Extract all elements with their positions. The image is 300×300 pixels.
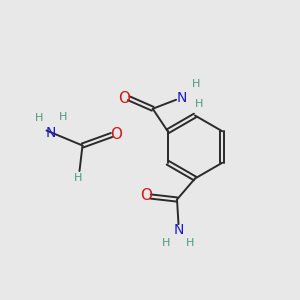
Text: O: O (110, 127, 122, 142)
Text: H: H (195, 99, 204, 109)
Text: O: O (118, 91, 130, 106)
Text: H: H (35, 113, 43, 124)
Text: H: H (59, 112, 67, 122)
Text: H: H (186, 238, 195, 248)
Text: N: N (46, 126, 56, 140)
Text: N: N (176, 91, 187, 105)
Text: O: O (140, 188, 152, 203)
Text: H: H (192, 79, 201, 89)
Text: H: H (74, 172, 82, 183)
Text: H: H (162, 238, 170, 248)
Text: N: N (173, 223, 184, 236)
